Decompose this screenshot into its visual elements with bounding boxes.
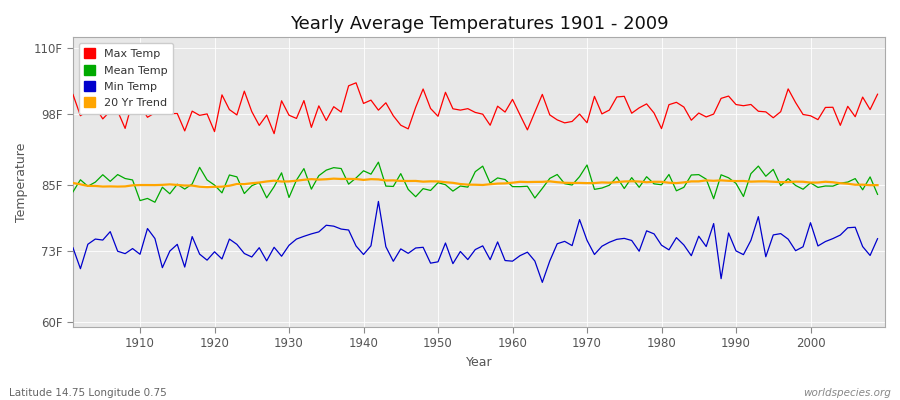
Text: Latitude 14.75 Longitude 0.75: Latitude 14.75 Longitude 0.75 xyxy=(9,388,166,398)
Text: worldspecies.org: worldspecies.org xyxy=(803,388,891,398)
Y-axis label: Temperature: Temperature xyxy=(15,142,28,222)
X-axis label: Year: Year xyxy=(465,356,492,369)
Title: Yearly Average Temperatures 1901 - 2009: Yearly Average Temperatures 1901 - 2009 xyxy=(290,15,669,33)
Legend: Max Temp, Mean Temp, Min Temp, 20 Yr Trend: Max Temp, Mean Temp, Min Temp, 20 Yr Tre… xyxy=(78,43,174,114)
